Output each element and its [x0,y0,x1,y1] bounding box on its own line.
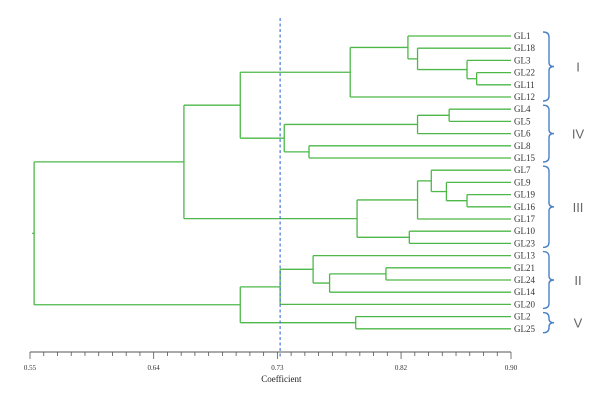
x-axis-title: Coefficient [261,374,302,384]
cluster-bracket-V [542,311,555,334]
leaf-label: GL16 [514,202,535,212]
leaf-label: GL14 [514,287,535,297]
tick-label: 0.73 [271,364,284,372]
leaf-label: GL18 [514,43,535,53]
cluster-label-III: III [573,200,584,215]
leaf-label: GL20 [514,299,535,309]
leaf-label: GL1 [514,31,531,41]
leaf-label: GL24 [514,275,535,285]
tick-label: 0.55 [24,364,37,372]
leaf-label: GL15 [514,153,535,163]
leaf-label: GL21 [514,263,535,273]
leaf-label: GL11 [514,80,535,90]
tick-label: 0.90 [505,364,518,372]
leaf-label: GL19 [514,190,535,200]
cluster-bracket-II [542,250,555,310]
leaf-label: GL4 [514,104,531,114]
leaf-label: GL8 [514,141,531,151]
dendrogram-branches [32,35,511,330]
leaf-label: GL10 [514,226,535,236]
x-axis: 0.55 0.64 0.73 0.82 0.90 [24,351,518,372]
leaf-label: GL2 [514,312,531,322]
leaf-label: GL17 [514,214,535,224]
leaf-label: GL5 [514,116,531,126]
leaf-label: GL25 [514,324,535,334]
leaf-labels: GL1 GL18 GL3 GL22 GL11 GL12 GL4 GL5 GL6 GL8 GL15 GL… [514,31,535,334]
leaf-label: GL22 [514,68,535,78]
leaf-label: GL13 [514,251,535,261]
tick-label: 0.82 [395,364,408,372]
leaf-label: GL23 [514,238,535,248]
leaf-label: GL12 [514,92,535,102]
leaf-label: GL7 [514,165,531,175]
leaf-label: GL6 [514,129,531,139]
leaf-label: GL3 [514,55,531,65]
cluster-label-I: I [576,60,580,75]
cluster-bracket-IV [542,104,555,163]
cluster-bracket-I [542,31,555,102]
cluster-label-V: V [574,316,583,331]
leaf-label: GL9 [514,177,531,187]
cluster-label-II: II [574,273,581,288]
cluster-label-IV: IV [572,127,585,142]
cluster-bracket-III [542,165,555,249]
tick-label: 0.64 [148,364,161,372]
